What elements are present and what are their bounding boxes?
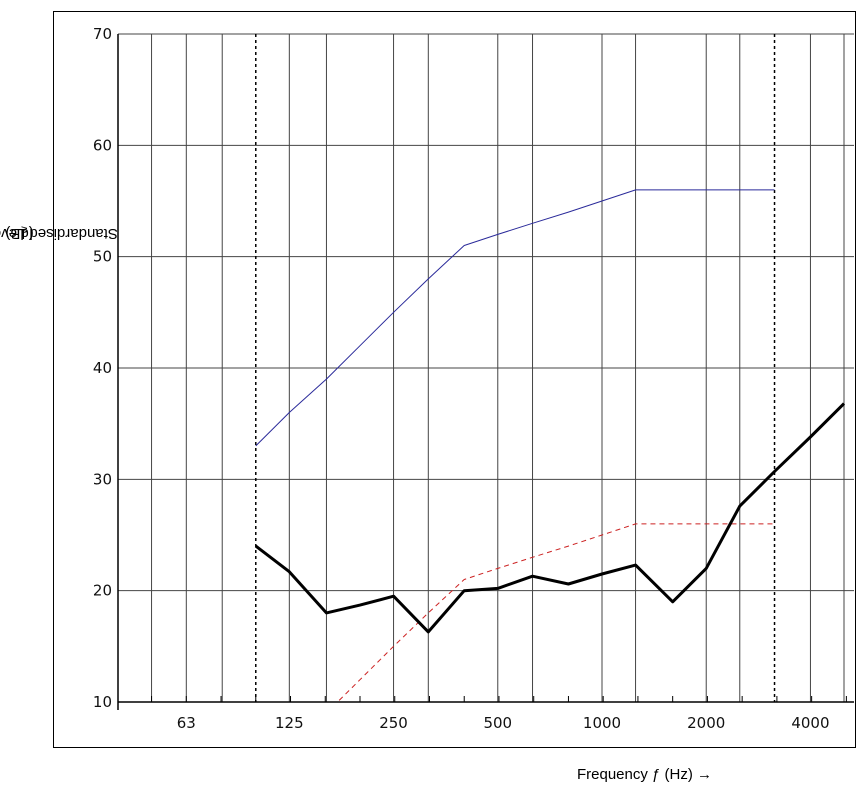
series-line-3	[254, 402, 846, 634]
y-tick-label: 30	[93, 470, 112, 488]
x-tick-label: 1000	[583, 714, 621, 732]
x-tick-label: 500	[483, 714, 512, 732]
series-line-1	[255, 189, 775, 447]
y-axis-label-suffix: (dB) →	[0, 225, 34, 243]
y-tick-label: 50	[93, 248, 112, 266]
x-tick-label: 2000	[687, 714, 725, 732]
x-tick-label: 250	[379, 714, 408, 732]
chart-plot: 10 20 30 40 50 60 70 63 125 250 500 1000 2000 4000	[93, 25, 854, 732]
y-tick-label: 60	[93, 136, 112, 154]
chart-frame: 10 20 30 40 50 60 70 63 125 250 500 1000 2000 4000	[53, 11, 856, 748]
x-tick-label: 125	[275, 714, 304, 732]
series-line-2	[336, 523, 775, 702]
y-tick-label: 20	[93, 582, 112, 600]
x-tick-label: 63	[177, 714, 196, 732]
y-tick-label: 70	[93, 25, 112, 43]
y-tick-label: 10	[93, 693, 112, 711]
x-tick-label: 4000	[791, 714, 829, 732]
y-tick-label: 40	[93, 359, 112, 377]
x-axis-label: Frequency ƒ (Hz) →	[577, 766, 713, 783]
